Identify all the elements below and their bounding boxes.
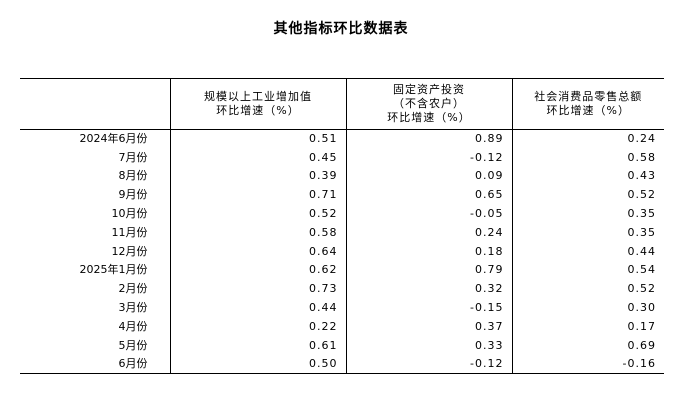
retail-growth-cell: 0.69	[511, 336, 664, 356]
industry-growth-cell: 0.45	[169, 148, 346, 168]
data-table: 规模以上工业增加值 环比增速（%） 固定资产投资 （不含农户） 环比增速（%） …	[20, 78, 664, 375]
investment-growth-cell: 0.09	[345, 167, 512, 186]
retail-growth-cell: 0.24	[511, 129, 664, 149]
industry-growth-cell: 0.39	[169, 167, 346, 186]
retail-growth-cell: 0.30	[511, 298, 664, 318]
retail-growth-cell: 0.35	[511, 204, 664, 224]
table-row: 9月份 0.71 0.65 0.52	[20, 185, 664, 205]
header-investment-line-3: 环比增速（%）	[387, 111, 471, 124]
investment-growth-cell: 0.79	[345, 261, 512, 280]
period-cell: 4月份	[118, 319, 148, 333]
table-body: 2024年6月份 0.51 0.89 0.24 7月份 0.45 -0.12 0.58 8月份 0…	[20, 129, 664, 375]
table-row: 3月份 0.44 -0.15 0.30	[20, 298, 664, 318]
table-row: 4月份 0.22 0.37 0.17	[20, 317, 664, 337]
header-retail-line-2: 环比增速（%）	[546, 104, 630, 117]
industry-growth-cell: 0.50	[169, 355, 346, 375]
table-row: 2025年1月份 0.62 0.79 0.54	[20, 261, 664, 280]
investment-growth-cell: -0.12	[345, 355, 512, 375]
industry-growth-cell: 0.58	[169, 223, 346, 243]
period-cell: 2024年6月份	[79, 132, 148, 146]
header-industry-line-2: 环比增速（%）	[216, 104, 300, 117]
table-row: 8月份 0.39 0.09 0.43	[20, 167, 664, 186]
industry-growth-cell: 0.73	[169, 279, 346, 299]
investment-growth-cell: 0.65	[345, 185, 512, 205]
table-row: 12月份 0.64 0.18 0.44	[20, 242, 664, 262]
period-cell: 3月份	[118, 301, 148, 315]
investment-growth-cell: 0.32	[345, 279, 512, 299]
investment-growth-cell: 0.37	[345, 317, 512, 337]
table-row: 2月份 0.73 0.32 0.52	[20, 279, 664, 299]
period-cell: 8月份	[118, 169, 148, 183]
investment-growth-cell: 0.33	[345, 336, 512, 356]
investment-growth-cell: 0.89	[345, 129, 512, 149]
table-row: 7月份 0.45 -0.12 0.58	[20, 148, 664, 168]
header-investment-line-1: 固定资产投资	[393, 83, 465, 96]
period-cell: 10月份	[111, 207, 148, 221]
industry-growth-cell: 0.44	[169, 298, 346, 318]
period-cell: 5月份	[118, 338, 148, 352]
period-cell: 11月份	[111, 225, 148, 239]
period-cell: 2025年1月份	[79, 263, 148, 277]
header-investment-growth: 固定资产投资 （不含农户） 环比增速（%）	[345, 78, 512, 130]
industry-growth-cell: 0.71	[169, 185, 346, 205]
period-cell: 6月份	[20, 355, 170, 375]
retail-growth-cell: 0.17	[511, 317, 664, 337]
investment-growth-cell: 0.24	[345, 223, 512, 243]
period-cell: 7月份	[118, 150, 148, 164]
table-row: 11月份 0.58 0.24 0.35	[20, 223, 664, 243]
header-industry-growth: 规模以上工业增加值 环比增速（%）	[169, 78, 346, 130]
header-period	[20, 78, 170, 130]
table-header: 规模以上工业增加值 环比增速（%） 固定资产投资 （不含农户） 环比增速（%） …	[20, 78, 664, 130]
industry-growth-cell: 0.61	[169, 336, 346, 356]
page-title: 其他指标环比数据表	[273, 21, 409, 37]
retail-growth-cell: 0.43	[511, 167, 664, 186]
retail-growth-cell: 0.54	[511, 261, 664, 280]
table-row: 2024年6月份 0.51 0.89 0.24	[20, 129, 664, 149]
table-row: 10月份 0.52 -0.05 0.35	[20, 204, 664, 224]
investment-growth-cell: -0.12	[345, 148, 512, 168]
industry-growth-cell: 0.64	[169, 242, 346, 262]
retail-growth-cell: 0.52	[511, 279, 664, 299]
header-investment-line-2: （不含农户）	[393, 97, 465, 110]
industry-growth-cell: 0.22	[169, 317, 346, 337]
header-retail-line-1: 社会消费品零售总额	[534, 90, 643, 103]
header-industry-line-1: 规模以上工业增加值	[204, 90, 312, 103]
industry-growth-cell: 0.52	[169, 204, 346, 224]
header-retail-growth: 社会消费品零售总额 环比增速（%）	[511, 78, 664, 130]
table-row: 5月份 0.61 0.33 0.69	[20, 336, 664, 356]
header-row: 规模以上工业增加值 环比增速（%） 固定资产投资 （不含农户） 环比增速（%） …	[20, 78, 664, 130]
table-row: 6月份 0.50 -0.12 -0.16	[20, 355, 664, 375]
investment-growth-cell: -0.05	[345, 204, 512, 224]
retail-growth-cell: 0.52	[511, 185, 664, 205]
retail-growth-cell: 0.35	[511, 223, 664, 243]
period-cell: 12月份	[111, 244, 148, 258]
retail-growth-cell: 0.44	[511, 242, 664, 262]
period-cell: 2月份	[118, 282, 148, 296]
retail-growth-cell: 0.58	[511, 148, 664, 168]
industry-growth-cell: 0.62	[169, 261, 346, 280]
retail-growth-cell: -0.16	[511, 355, 664, 375]
investment-growth-cell: 0.18	[345, 242, 512, 262]
investment-growth-cell: -0.15	[345, 298, 512, 318]
period-cell: 9月份	[118, 188, 148, 202]
industry-growth-cell: 0.51	[169, 129, 346, 149]
